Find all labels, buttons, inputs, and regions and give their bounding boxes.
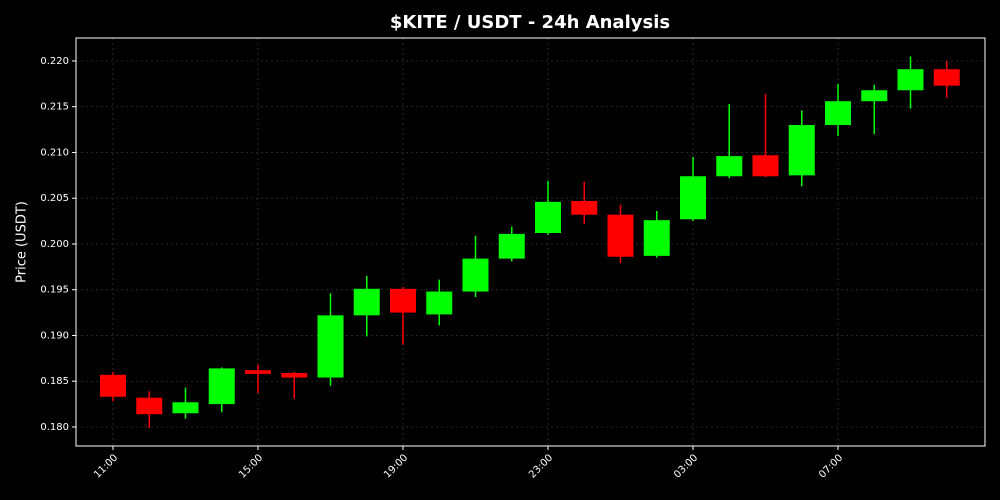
candle-body	[317, 315, 344, 378]
candle-body	[535, 201, 561, 233]
candle-body	[571, 200, 598, 215]
candle-body	[172, 402, 199, 414]
y-tick-label: 0.180	[40, 422, 69, 433]
candle-body	[462, 258, 489, 292]
y-tick-label: 0.190	[40, 330, 69, 341]
candle-body	[716, 156, 743, 177]
candle-body	[281, 372, 308, 378]
plot-frame	[75, 37, 986, 447]
y-tick-label: 0.195	[40, 285, 69, 296]
y-tick-label: 0.200	[40, 239, 69, 250]
candle-body	[788, 125, 815, 176]
candle-body	[933, 69, 960, 86]
candle-body	[752, 155, 779, 177]
candle-body	[390, 288, 416, 313]
candle-body	[825, 101, 851, 126]
candle-body	[136, 397, 163, 415]
y-tick-label: 0.205	[40, 193, 69, 204]
y-tick-label: 0.215	[40, 102, 69, 113]
candle-body	[208, 368, 235, 405]
candle-body	[100, 374, 126, 397]
candle-body	[498, 233, 525, 259]
candle-body	[643, 220, 670, 256]
y-axis-label: Price (USDT)	[15, 201, 30, 283]
candle-body	[426, 291, 453, 315]
candle-body	[861, 90, 888, 102]
y-tick-label: 0.185	[40, 376, 69, 387]
candle-body	[897, 69, 924, 91]
y-tick-label: 0.220	[40, 56, 69, 67]
candle-body	[607, 214, 634, 257]
candle-body	[353, 288, 380, 316]
chart-title: $KITE / USDT - 24h Analysis	[390, 12, 670, 33]
candle-body	[680, 176, 706, 220]
candle-body	[245, 370, 271, 374]
y-tick-label: 0.210	[40, 147, 69, 158]
